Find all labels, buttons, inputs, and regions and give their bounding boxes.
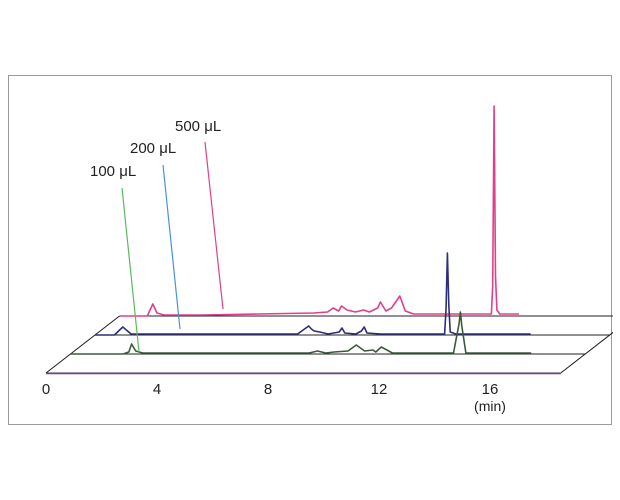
series-line-3 [119,105,520,317]
series-line-1 [70,311,532,355]
x-tick-label-4: 4 [153,381,161,398]
x-tick-label-8: 8 [264,381,272,398]
series-callouts: 100 μL 200 μL 500 μL [90,118,224,353]
x-tick-label-0: 0 [42,381,50,398]
callout-line-2 [162,164,181,330]
x-axis: 0 4 8 12 16(min) [42,381,506,414]
series-label-1: 100 μL [90,163,136,180]
x-tick-label-16: 16 [482,381,499,398]
chart-frame: 100 μL 200 μL 500 μL 0 4 8 12 16 (min) [8,75,613,425]
callout-line-3 [204,141,224,310]
right-depth-edge [560,331,613,374]
x-tick-label-12: 12 [371,381,388,398]
x-unit-label: (min) [474,398,506,414]
left-depth-edge [45,315,120,374]
series-label-2: 200 μL [130,140,176,157]
callout-line-1 [121,187,140,353]
series-traces [70,105,532,355]
series-line-2 [95,252,531,336]
baseline-planes [45,315,613,375]
chromatogram-chart: 100 μL 200 μL 500 μL 0 4 8 12 16(min) [42,105,613,414]
series-label-3: 500 μL [175,118,221,135]
